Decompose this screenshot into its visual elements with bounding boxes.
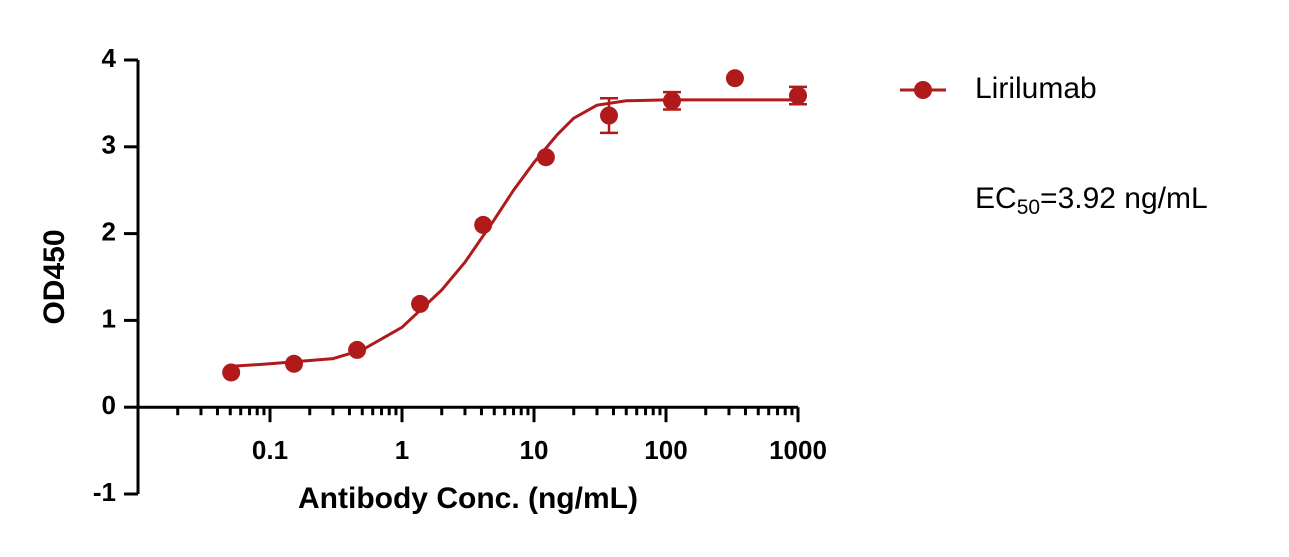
x-tick-label: 1000 bbox=[769, 435, 827, 465]
data-point bbox=[348, 340, 367, 359]
legend-label: Lirilumab bbox=[975, 72, 1097, 105]
y-tick-label: 4 bbox=[102, 43, 117, 73]
y-tick-label: 2 bbox=[102, 216, 116, 246]
data-point bbox=[600, 106, 619, 125]
data-point bbox=[536, 148, 555, 167]
legend-marker bbox=[914, 81, 932, 99]
data-point bbox=[725, 69, 744, 88]
x-tick-label: 100 bbox=[644, 435, 687, 465]
x-axis-title: Antibody Conc. (ng/mL) bbox=[298, 482, 638, 515]
x-tick-label: 0.1 bbox=[252, 435, 288, 465]
data-point bbox=[662, 91, 681, 110]
annotation-subscript: 50 bbox=[1017, 196, 1040, 219]
fit-curve bbox=[230, 98, 798, 368]
x-tick-label: 10 bbox=[520, 435, 549, 465]
annotation-suffix: =3.92 ng/mL bbox=[1040, 182, 1208, 215]
annotation: EC50=3.92 ng/mL bbox=[975, 182, 1208, 219]
data-point bbox=[411, 294, 430, 313]
y-tick-label: -1 bbox=[93, 477, 116, 507]
x-tick-label: 1 bbox=[395, 435, 409, 465]
data-point bbox=[789, 86, 807, 105]
data-point bbox=[285, 354, 304, 373]
y-tick-label: 3 bbox=[102, 130, 116, 160]
data-point bbox=[222, 363, 241, 382]
y-axis-title: OD450 bbox=[38, 229, 71, 324]
y-tick-label: 0 bbox=[102, 390, 116, 420]
annotation-main: EC bbox=[975, 182, 1017, 215]
y-tick-label: 1 bbox=[102, 303, 116, 333]
data-point bbox=[474, 215, 493, 234]
